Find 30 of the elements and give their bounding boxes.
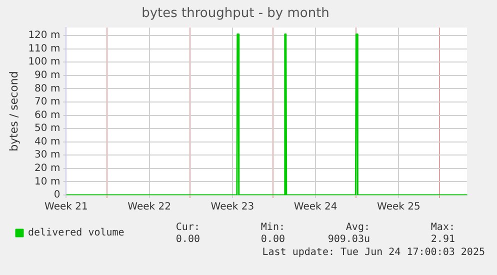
y-tick-label: 60 m (34, 110, 60, 121)
y-tick-label: 30 m (34, 150, 60, 161)
text: Avg: (344, 222, 370, 233)
x-tick-label: Week 24 (294, 202, 338, 213)
y-tick-label: 10 m (34, 176, 60, 188)
y-tick-label: 120 m (28, 30, 60, 42)
y-tick-label: 80 m (34, 83, 60, 94)
y-tick-label: 40 m (34, 136, 60, 148)
y-tick-label: 20 m (34, 163, 60, 174)
x-tick-label: Week 21 (44, 202, 88, 213)
y-tick-label: 0 (54, 190, 60, 201)
text: Last update: Tue Jun 24 17:00:03 2025 (262, 247, 485, 258)
x-tick-label: Week 22 (128, 202, 171, 213)
y-tick-label: 110 m (28, 43, 60, 54)
y-tick-label: 100 m (28, 56, 60, 68)
text: 0.00 (174, 234, 200, 245)
text: 0.00 (260, 234, 285, 245)
y-tick-label: 90 m (34, 70, 60, 82)
legend-label: delivered volume (28, 228, 124, 239)
y-tick-label: 70 m (34, 96, 60, 108)
text: 909.03u (326, 234, 370, 245)
text: Max: (430, 222, 455, 233)
y-tick-label: 50 m (34, 123, 60, 134)
y-axis-title: bytes / second (7, 71, 20, 152)
x-tick-label: Week 23 (210, 202, 254, 213)
chart-title: bytes throughput - by month (142, 6, 330, 22)
text: Cur: (174, 222, 200, 233)
text: Min: (260, 222, 285, 233)
x-tick-label: Week 25 (377, 202, 420, 213)
text: 2.91 (430, 234, 455, 245)
